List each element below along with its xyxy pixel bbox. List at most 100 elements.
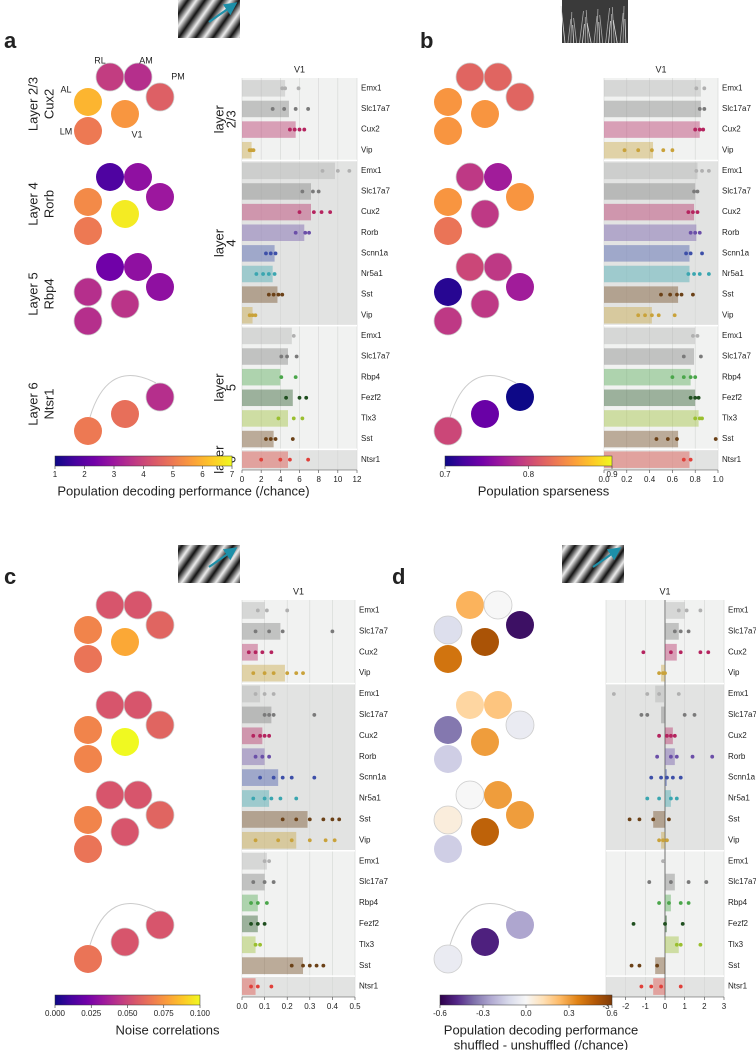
area-circle — [74, 117, 102, 145]
category-label: Cux2 — [722, 125, 741, 134]
category-label: Emx1 — [728, 606, 749, 615]
data-point — [288, 457, 292, 462]
colorbar-tick-label: 7 — [230, 470, 235, 479]
data-point — [335, 168, 340, 173]
cortex-outline — [449, 903, 517, 946]
area-circle — [483, 252, 513, 282]
data-point — [659, 292, 663, 297]
layer-name: Layer 4 — [25, 182, 40, 225]
area-circle — [111, 400, 139, 428]
bar — [604, 368, 691, 386]
data-point — [670, 375, 675, 380]
bar — [604, 389, 696, 407]
data-point — [665, 437, 670, 441]
data-point — [686, 901, 691, 905]
category-label: Rbp4 — [728, 898, 748, 907]
data-point — [307, 817, 312, 822]
grass-blade — [585, 9, 589, 44]
data-point — [301, 963, 305, 968]
area-label: LM — [60, 126, 73, 136]
data-point — [684, 251, 688, 256]
data-point — [678, 775, 683, 780]
area-circle — [433, 615, 463, 645]
data-point — [253, 313, 258, 318]
area-circle — [145, 800, 175, 830]
area-circle — [74, 616, 102, 644]
area-circle — [484, 163, 512, 191]
colorbar-label: Noise correlations — [115, 1022, 220, 1037]
area-circle — [506, 911, 534, 939]
grass-blade — [611, 6, 615, 44]
bar — [242, 348, 288, 365]
data-point — [271, 775, 276, 780]
data-point — [262, 671, 267, 676]
data-point — [680, 921, 685, 926]
data-point — [639, 984, 644, 989]
category-label: Ntsr1 — [728, 982, 748, 991]
group-background — [242, 683, 355, 851]
data-point — [682, 713, 687, 717]
category-label: Rbp4 — [361, 372, 381, 381]
area-circle — [471, 728, 499, 756]
area-circle — [471, 928, 499, 956]
area-circle — [456, 591, 484, 619]
x-tick-label: -2 — [622, 1002, 630, 1011]
data-point — [267, 733, 272, 738]
data-point — [672, 629, 677, 634]
grass-blade — [624, 18, 627, 44]
grass-blade — [622, 5, 625, 44]
x-tick-label: 0.3 — [304, 1002, 316, 1011]
data-point — [255, 984, 260, 989]
category-label: Ntsr1 — [359, 982, 379, 991]
grass-blade — [619, 12, 624, 44]
bar — [604, 80, 701, 97]
data-point — [693, 375, 698, 380]
x-tick-label: 8 — [316, 475, 321, 484]
area-circle — [434, 217, 462, 245]
grass-blade — [599, 14, 604, 44]
category-label: Tlx3 — [359, 940, 375, 949]
data-point — [706, 650, 711, 655]
bar — [242, 203, 311, 221]
colorbar-tick-label: 0.6 — [606, 1009, 618, 1018]
data-point — [713, 437, 718, 441]
data-point — [645, 796, 650, 801]
bar — [242, 852, 267, 870]
colorbar-label: Population sparseness — [478, 483, 610, 498]
grass-blade — [586, 22, 592, 44]
data-point — [688, 375, 693, 380]
category-label: Scnn1a — [722, 248, 750, 257]
data-point — [267, 713, 272, 717]
data-point — [692, 713, 697, 717]
category-label: Rorb — [728, 752, 746, 761]
category-label: Slc17a7 — [359, 626, 388, 635]
area-circle — [111, 100, 139, 128]
data-point — [688, 457, 693, 462]
category-label: Ntsr1 — [361, 455, 381, 464]
area-circle — [455, 780, 485, 810]
x-tick-label: 2 — [702, 1002, 707, 1011]
data-point — [697, 230, 702, 235]
data-point — [655, 754, 660, 759]
area-circle — [455, 252, 485, 282]
data-point — [251, 733, 256, 738]
x-tick-label: 1.0 — [712, 475, 724, 484]
data-point — [312, 713, 317, 717]
data-point — [297, 127, 302, 132]
data-point — [264, 251, 268, 256]
data-point — [264, 608, 269, 613]
category-label: Sst — [722, 434, 734, 443]
bar — [661, 706, 665, 724]
grass-blade — [573, 17, 577, 44]
colorbar-tick-label: 0.0 — [520, 1009, 532, 1018]
bar — [242, 451, 288, 468]
area-label: V1 — [131, 129, 142, 139]
data-point — [271, 880, 276, 884]
bar — [653, 978, 665, 995]
bar — [242, 622, 281, 640]
category-label: Cux2 — [728, 731, 747, 740]
category-label: Vip — [361, 145, 373, 154]
data-point — [251, 880, 256, 884]
data-point — [258, 775, 262, 780]
layer-label: layer — [211, 228, 226, 257]
